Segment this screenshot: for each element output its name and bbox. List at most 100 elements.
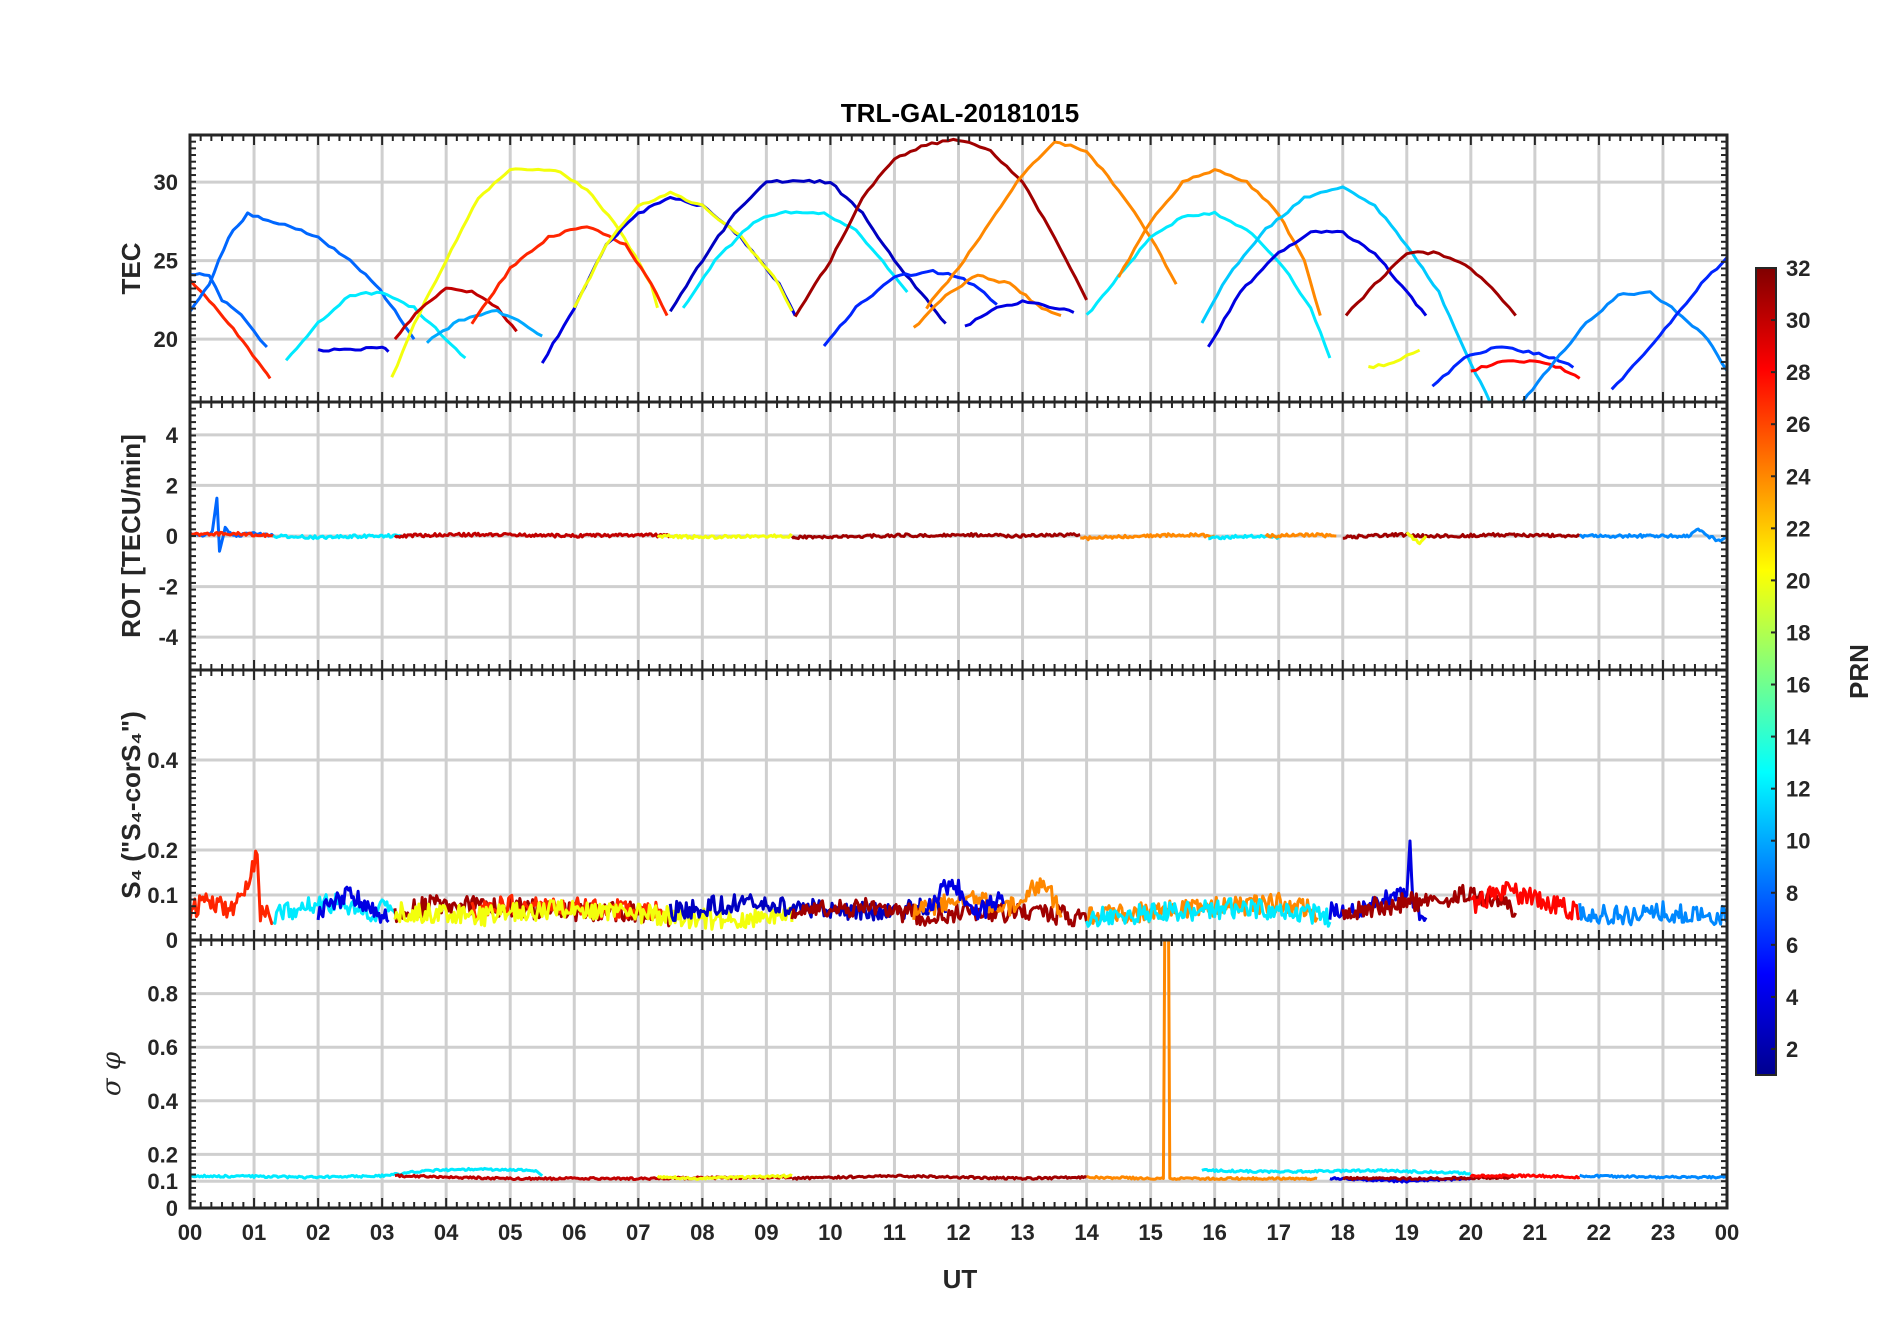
colorbar-tick-label: 28 — [1786, 360, 1810, 385]
series-line-prn-24 — [912, 273, 1062, 329]
x-tick-label: 23 — [1651, 1220, 1675, 1245]
colorbar-tick-label: 26 — [1786, 412, 1810, 437]
colorbar-tick-label: 6 — [1786, 933, 1798, 958]
series-line-prn-31 — [790, 532, 1081, 541]
colorbar-tick-label: 30 — [1786, 308, 1810, 333]
colorbar-tick-label: 32 — [1786, 256, 1810, 281]
x-tick-label: 05 — [498, 1220, 522, 1245]
colorbar-tick-label: 4 — [1786, 985, 1799, 1010]
x-tick-label: 02 — [306, 1220, 330, 1245]
series-line-prn-9 — [1578, 900, 1727, 927]
series-line-prn-24 — [1264, 532, 1337, 539]
y-axis-label-sigma_phi: σ φ — [97, 1051, 127, 1096]
series-line-prn-28 — [1469, 881, 1581, 921]
series-line-prn-31 — [1342, 531, 1581, 540]
panel-tec: 20 25 30 TEC — [116, 133, 1729, 404]
y-tick-label: 20 — [154, 327, 178, 352]
x-tick-label: 18 — [1331, 1220, 1355, 1245]
y-tick-label: 0.8 — [147, 982, 178, 1007]
series-line-prn-28 — [1469, 1173, 1581, 1180]
series-group — [190, 137, 1727, 402]
series-line-prn-20 — [656, 533, 793, 540]
series-line-prn-31 — [1342, 1174, 1516, 1181]
x-tick-label: 07 — [626, 1220, 650, 1245]
y-axis-label-rot: ROT [TECU/min] — [116, 434, 146, 638]
series-line-prn-20 — [1405, 531, 1428, 546]
y-tick-label: 2 — [166, 473, 178, 498]
series-line-prn-6 — [1610, 256, 1727, 391]
series-line-prn-9 — [1578, 527, 1727, 543]
series-line-prn-12 — [1085, 210, 1332, 359]
series-line-prn-8 — [190, 211, 416, 341]
series-line-prn-31 — [793, 137, 1088, 318]
series-group — [190, 496, 1727, 553]
x-tick-label: 11 — [883, 1220, 906, 1245]
series-group — [190, 839, 1727, 931]
x-tick-label: 12 — [946, 1220, 970, 1245]
x-tick-label: 15 — [1138, 1220, 1162, 1245]
series-line-prn-31 — [790, 896, 1089, 928]
x-tick-label: 01 — [242, 1220, 266, 1245]
x-tick-label: 10 — [818, 1220, 842, 1245]
colorbar-tick-label: 10 — [1786, 829, 1810, 854]
y-tick-label: 0 — [166, 1196, 178, 1221]
x-tick-label: 22 — [1587, 1220, 1611, 1245]
series-line-prn-3 — [669, 178, 947, 325]
colorbar-label: PRN — [1844, 644, 1874, 699]
colorbar-tick-label: 2 — [1786, 1037, 1798, 1062]
series-line-prn-31 — [791, 1173, 1088, 1181]
series-line-prn-24 — [1117, 168, 1322, 317]
series-line-prn-31 — [1344, 250, 1517, 317]
x-tick-label: 14 — [1074, 1220, 1099, 1245]
panel-sigma_phi: 00.10.2 0.4 0.6 0.8 σ φ — [97, 938, 1729, 1221]
series-group — [190, 940, 1727, 1184]
series-line-prn-8 — [190, 496, 275, 553]
y-tick-label: 0.2 — [147, 838, 178, 863]
panel-rot: -4 -2 0 2 4 ROT [TECU/min] — [116, 400, 1729, 672]
panel-s4: 0 0.1 0.2 0.4S₄ ("S₄-corS₄") — [116, 668, 1729, 953]
colorbar-tick-label: 8 — [1786, 881, 1798, 906]
y-tick-label: 0 — [166, 928, 178, 953]
series-line-prn-4 — [925, 878, 1005, 921]
x-tick-label: 08 — [690, 1220, 714, 1245]
y-axis-label-s4: S₄ ("S₄-corS₄") — [116, 711, 146, 899]
colorbar-tick-label: 22 — [1786, 516, 1810, 541]
series-line-prn-24 — [1080, 532, 1215, 542]
y-tick-label: 0.1 — [147, 883, 178, 908]
colorbar-tick-label: 18 — [1786, 620, 1810, 645]
series-line-prn-6 — [1431, 345, 1575, 388]
series-line-prn-20 — [656, 1173, 793, 1181]
x-tick-label: 19 — [1395, 1220, 1419, 1245]
series-line-prn-30 — [393, 286, 518, 341]
series-line-prn-8 — [190, 272, 268, 349]
colorbar-tick-label: 16 — [1786, 673, 1810, 698]
x-axis-label: UT — [943, 1264, 978, 1294]
x-tick-label: 13 — [1010, 1220, 1034, 1245]
y-tick-label: 4 — [166, 423, 179, 448]
series-line-prn-12 — [272, 533, 402, 541]
series-line-prn-27 — [470, 225, 669, 325]
x-tick-label: 16 — [1202, 1220, 1226, 1245]
series-line-prn-9 — [1579, 1173, 1727, 1180]
x-tick-label: 04 — [434, 1220, 459, 1245]
colorbar-tick-label: 14 — [1786, 725, 1811, 750]
series-line-prn-12 — [1085, 897, 1332, 928]
series-line-prn-4 — [316, 885, 390, 924]
series-line-prn-12 — [1201, 1168, 1472, 1176]
series-line-prn-20 — [1368, 348, 1421, 370]
series-line-prn-4 — [1207, 229, 1428, 348]
series-line-prn-20 — [393, 899, 794, 931]
series-line-prn-20 — [390, 167, 659, 378]
series-line-prn-4 — [964, 299, 1075, 328]
colorbar-tick-label: 20 — [1786, 568, 1810, 593]
series-line-prn-24 — [1086, 940, 1318, 1182]
series-line-prn-30 — [393, 531, 671, 539]
series-line-prn-28 — [1470, 359, 1581, 380]
x-tick-label: 20 — [1459, 1220, 1483, 1245]
colorbar-tick-label: 12 — [1786, 777, 1810, 802]
series-line-prn-12 — [190, 1166, 544, 1180]
x-tick-label: 00 — [1715, 1220, 1739, 1245]
